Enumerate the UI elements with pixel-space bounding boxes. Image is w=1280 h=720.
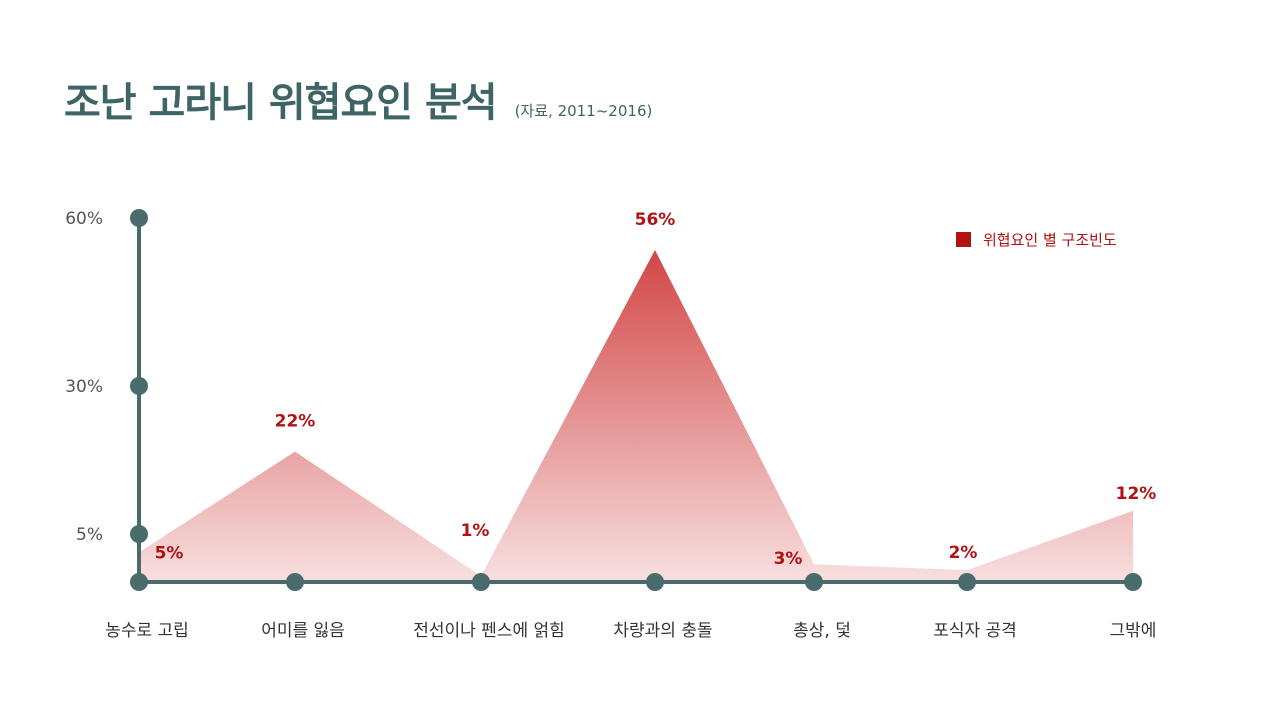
x-tick-label: 어미를 잃음 [261, 621, 345, 641]
x-tick-label: 그밖에 [1110, 621, 1157, 641]
area-series [139, 250, 1133, 582]
x-tick-dot [472, 573, 490, 591]
y-tick-dot [130, 525, 148, 543]
y-tick-label: 5% [76, 525, 103, 545]
page-title: 조난 고라니 위협요인 분석 [64, 80, 498, 126]
x-tick-label: 농수로 고립 [105, 621, 189, 641]
x-tick-dot [646, 573, 664, 591]
data-label: 12% [1116, 484, 1157, 504]
x-tick-label: 차량과의 충돌 [613, 621, 712, 641]
x-tick-dot [805, 573, 823, 591]
legend-label: 위협요인 별 구조빈도 [983, 231, 1117, 249]
data-label: 56% [635, 210, 676, 230]
data-label: 1% [461, 521, 490, 541]
x-tick-label: 전선이나 펜스에 얽힘 [413, 621, 565, 641]
x-tick-dot [130, 573, 148, 591]
data-label: 22% [275, 412, 316, 432]
y-tick-dot [130, 209, 148, 227]
y-tick-dot [130, 377, 148, 395]
data-label: 2% [949, 543, 978, 563]
legend-swatch [956, 232, 971, 247]
x-tick-dot [286, 573, 304, 591]
x-tick-label: 포식자 공격 [933, 621, 1017, 641]
page-subtitle: (자료, 2011~2016) [514, 102, 653, 120]
data-label: 5% [155, 543, 184, 563]
data-label: 3% [774, 549, 803, 569]
x-tick-dot [1124, 573, 1142, 591]
y-tick-label: 60% [65, 209, 103, 229]
x-tick-label: 총상, 덫 [793, 621, 851, 641]
x-tick-dot [958, 573, 976, 591]
y-tick-label: 30% [65, 377, 103, 397]
title-row: 조난 고라니 위협요인 분석 (자료, 2011~2016) [64, 70, 652, 128]
